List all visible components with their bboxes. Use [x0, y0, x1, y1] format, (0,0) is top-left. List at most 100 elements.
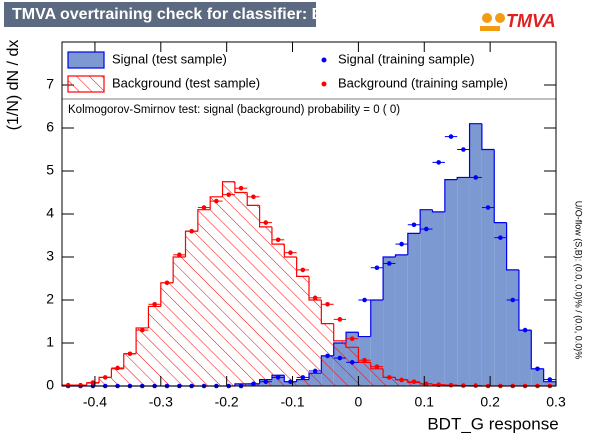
histogram-bin	[111, 369, 123, 386]
point	[189, 229, 194, 234]
histogram-bin	[136, 328, 148, 386]
histogram-bin	[371, 369, 383, 386]
point	[510, 298, 515, 303]
point	[251, 195, 256, 200]
point	[350, 360, 355, 365]
histogram-edge	[507, 223, 519, 270]
point	[313, 369, 318, 374]
histogram-bin	[210, 197, 222, 386]
point	[387, 375, 392, 380]
histogram-edge	[334, 324, 346, 341]
histogram-bin	[433, 212, 445, 386]
point	[473, 175, 478, 180]
logo: TMVA	[480, 11, 556, 31]
point	[251, 382, 256, 387]
histogram-bin	[408, 233, 420, 386]
point	[399, 242, 404, 247]
y-tick-label: 1	[46, 334, 54, 350]
point	[375, 265, 380, 270]
histogram-bin	[531, 369, 543, 386]
point	[399, 378, 404, 383]
legend-swatch	[68, 76, 104, 92]
point	[424, 227, 429, 232]
histogram-bin	[445, 180, 457, 386]
legend-label: Background (test sample)	[112, 75, 260, 90]
point	[202, 205, 207, 210]
point	[263, 379, 268, 384]
logo-text: TMVA	[506, 11, 556, 31]
histogram-bin	[507, 270, 519, 386]
point	[449, 134, 454, 139]
y-tick-label: 7	[46, 76, 54, 92]
point	[288, 250, 293, 255]
point	[338, 317, 343, 322]
histogram-bin	[494, 223, 506, 386]
histogram-edge	[494, 150, 506, 223]
x-tick-label: -0.3	[149, 394, 173, 410]
legend-label: Signal (training sample)	[338, 51, 475, 66]
point	[486, 205, 491, 210]
legend-marker	[322, 82, 327, 87]
histogram-bin	[186, 231, 198, 386]
x-tick-label: 0.2	[480, 394, 500, 410]
legend-label: Background (training sample)	[338, 75, 508, 90]
point	[276, 238, 281, 243]
histogram-bin	[161, 283, 173, 386]
histogram-bin	[223, 182, 235, 386]
chart-title: TMVA overtraining check for classifier: …	[12, 6, 366, 23]
point	[436, 160, 441, 165]
point	[338, 356, 343, 361]
point	[301, 268, 306, 273]
histogram-bin	[334, 341, 346, 386]
point	[239, 186, 244, 191]
point	[325, 302, 330, 307]
legend-marker	[322, 58, 327, 63]
histogram-bin	[383, 257, 395, 386]
y-tick-label: 0	[46, 377, 54, 393]
histogram-bin	[272, 244, 284, 386]
side-note: U/O-flow (S,B): (0.0, 0.0)% / (0.0, 0.0)…	[574, 201, 584, 360]
point	[165, 281, 170, 286]
x-tick-label: -0.4	[83, 394, 107, 410]
histogram-bin	[260, 227, 272, 386]
histogram-bin	[198, 210, 210, 386]
point	[387, 261, 392, 266]
histogram-edge	[358, 332, 370, 336]
histogram-bin	[124, 354, 136, 386]
histogram-bin	[519, 330, 531, 386]
point	[226, 192, 231, 197]
y-tick-label: 2	[46, 291, 54, 307]
histogram-edge	[519, 270, 531, 330]
histogram-bin	[235, 193, 247, 387]
histogram-bin	[247, 205, 259, 386]
point	[412, 379, 417, 384]
point	[152, 302, 157, 307]
point	[140, 328, 145, 333]
histogram-edge	[297, 257, 309, 276]
point	[498, 235, 503, 240]
histogram-bin	[358, 362, 370, 386]
x-tick-label: 0.3	[546, 394, 566, 410]
point	[78, 383, 83, 388]
point	[313, 296, 318, 301]
histogram-bin	[297, 276, 309, 386]
x-tick-label: 0.1	[415, 394, 435, 410]
point	[115, 366, 120, 371]
point	[362, 298, 367, 303]
point	[350, 336, 355, 341]
point	[523, 328, 528, 333]
histogram-bin	[346, 347, 358, 386]
point	[362, 358, 367, 363]
histogram-bin	[284, 257, 296, 386]
histogram-edge	[531, 330, 543, 369]
y-tick-label: 3	[46, 248, 54, 264]
histogram-bin	[173, 257, 185, 386]
point	[548, 377, 553, 382]
x-tick-label: -0.1	[280, 394, 304, 410]
point	[461, 147, 466, 152]
point	[66, 383, 71, 388]
point	[177, 253, 182, 258]
point	[375, 364, 380, 369]
histogram-bin	[470, 124, 482, 386]
